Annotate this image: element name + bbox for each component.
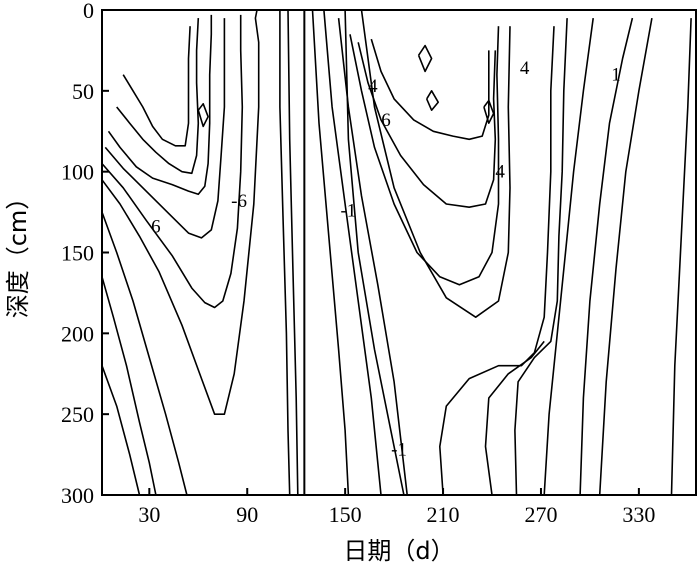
x-tick-label: 210: [427, 502, 460, 527]
y-axis-title: 深度（cm）: [4, 186, 32, 319]
x-axis-ticks: 30 90 150 210 270 330: [138, 488, 655, 527]
contour-line: [279, 10, 291, 496]
contour-line: [425, 90, 439, 111]
contour-line: [101, 14, 244, 309]
contour-line: [104, 18, 226, 239]
contour-line: [107, 14, 213, 196]
contour-label: 4: [368, 76, 378, 97]
contour-label: 4: [520, 58, 530, 79]
y-tick-label: 200: [61, 321, 94, 346]
contour-line: [514, 18, 568, 496]
contour-line: [483, 99, 495, 124]
contour-lines: [101, 9, 692, 496]
contour-line: [311, 9, 350, 496]
contour-line: [122, 26, 191, 147]
contour-line: [670, 18, 692, 496]
contour-line: [197, 103, 209, 128]
y-tick-label: 50: [72, 79, 94, 104]
contour-line: [417, 44, 433, 73]
y-tick-label: 250: [61, 402, 94, 427]
contour-label: 6: [151, 217, 161, 238]
x-axis-title: 日期（d）: [343, 537, 454, 565]
y-tick-label: 0: [83, 0, 94, 23]
contour-label: 1: [611, 65, 621, 86]
contour-line: [598, 17, 653, 496]
contour-label: -1: [391, 440, 407, 461]
contour-line: [370, 38, 490, 141]
contour-line: [484, 340, 545, 496]
x-tick-label: 90: [236, 502, 258, 527]
contour-line: [344, 9, 405, 496]
y-tick-label: 300: [61, 483, 94, 508]
contour-line: [360, 9, 511, 318]
contour-label: 4: [495, 162, 505, 183]
contour-line: [349, 26, 500, 286]
contour-line: [101, 211, 188, 496]
contour-line: [101, 276, 157, 496]
contour-line: [101, 365, 141, 496]
x-tick-label: 330: [622, 502, 655, 527]
contour-line: [287, 9, 299, 496]
contour-line: [101, 9, 260, 415]
contour-label: -6: [231, 191, 247, 212]
contour-label: 6: [381, 110, 391, 131]
y-axis-ticks: 0 50 100 150 200 250 300: [61, 0, 109, 508]
x-tick-label: 30: [138, 502, 160, 527]
contour-line: [357, 42, 497, 208]
contour-line: [543, 17, 594, 496]
contour-label: -1: [340, 200, 356, 221]
contour-line: [323, 9, 382, 496]
y-tick-label: 150: [61, 241, 94, 266]
x-tick-label: 150: [329, 502, 362, 527]
contour-line: [116, 18, 200, 175]
x-tick-label: 270: [524, 502, 557, 527]
y-tick-label: 100: [61, 160, 94, 185]
contour-line: [579, 17, 634, 496]
